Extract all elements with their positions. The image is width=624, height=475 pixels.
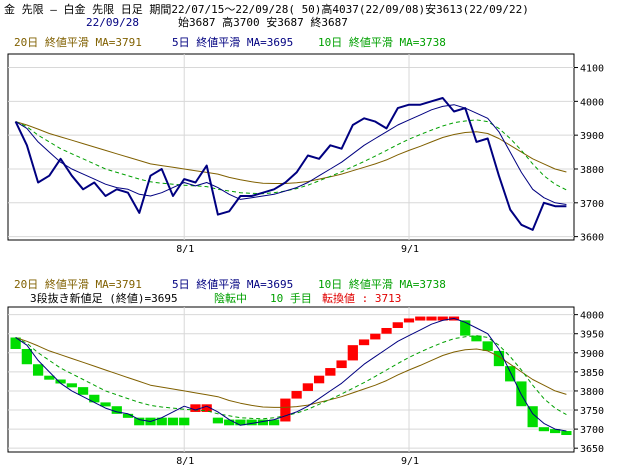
kagi-brick-up [291, 390, 302, 399]
kagi-y-tick-label: 3800 [580, 387, 604, 398]
legend-ma10: 10日 終値平滑 MA=3738 [318, 36, 446, 49]
kagi-brick-down [66, 383, 77, 388]
kagi-brick-down [100, 402, 111, 407]
kagi-ma5-line [15, 317, 567, 432]
price-ma20-line [15, 121, 567, 184]
kagi-brick-down [10, 337, 21, 349]
kagi-brick-down [167, 417, 179, 426]
kagi-brick-down [156, 417, 167, 426]
kagi-close-label: 3段抜き新値足 (終値)=3695 [30, 292, 178, 305]
kagi-brick-up [403, 318, 415, 323]
kagi-brick-down [246, 419, 257, 426]
kagi-y-tick-label: 3900 [580, 349, 604, 360]
kagi-panel: 3650 3700 3750 3800 3850 3900 3950 4000 8/1 9/1 [7, 306, 604, 467]
kagi-count: 10 手目 [270, 292, 312, 305]
kagi-brick-up [358, 339, 370, 346]
kagi-brick-up [370, 333, 381, 340]
kagi-brick-up [392, 322, 403, 328]
kagi-brick-up [415, 316, 426, 321]
chart-header-ohlc: 始3687 高3700 安3687 終3687 [178, 16, 348, 29]
kagi-brick-down [493, 350, 505, 367]
kagi-brick-down [179, 417, 190, 426]
kagi-y-tick-label: 3650 [580, 444, 604, 455]
price-ma5-line [15, 104, 567, 205]
kagi-brick-up [437, 316, 448, 321]
kagi-brick-down [77, 387, 89, 395]
kagi-x-tick-label: 8/1 [176, 456, 194, 467]
kagi-brick-down [460, 320, 471, 336]
kagi-brick-up [313, 375, 325, 384]
price-plot-frame [7, 53, 575, 241]
kagi-brick-down [55, 379, 66, 384]
price-y-tick-label: 4000 [580, 97, 604, 108]
kagi-brick-down [550, 429, 561, 434]
kagi-brick-down [32, 364, 44, 376]
kagi-y-tick-label: 3700 [580, 425, 604, 436]
kagi-reversal: 転換値 : 3713 [322, 292, 402, 305]
kagi-brick-up [336, 360, 347, 369]
kagi-brick-up [190, 404, 201, 412]
kagi-brick-up [201, 404, 212, 412]
kagi-brick-down [538, 427, 550, 432]
legend-ma20: 20日 終値平滑 MA=3791 [14, 36, 142, 49]
legend2-ma10: 10日 終値平滑 MA=3738 [318, 278, 446, 291]
kagi-brick-down [505, 366, 516, 382]
price-close-line [14, 97, 567, 231]
kagi-y-tick-label: 3750 [580, 406, 604, 417]
price-y-tick-label: 4100 [580, 64, 604, 75]
legend2-ma20: 20日 終値平滑 MA=3791 [14, 278, 142, 291]
kagi-brick-down [471, 335, 482, 342]
chart-header-title: 金 先限 – 白金 先限 日足 期間22/07/15〜22/09/28( 50)… [4, 3, 529, 16]
chart-header-date: 22/09/28 [86, 16, 139, 29]
price-y-tick-label: 3800 [580, 165, 604, 176]
price-panel: 3600 3700 3800 3900 4000 4100 8/1 9/1 [7, 53, 604, 255]
kagi-brick-down [224, 419, 235, 426]
kagi-brick-down [482, 341, 493, 351]
kagi-brick-down [212, 417, 224, 424]
kagi-brick-up [347, 345, 358, 361]
kagi-brick-down [235, 419, 246, 426]
kagi-brick-up [302, 383, 313, 391]
kagi-brick-down [111, 406, 122, 414]
kagi-state: 陰転中 [214, 292, 247, 305]
kagi-brick-up [280, 398, 291, 422]
kagi-y-tick-label: 3850 [580, 368, 604, 379]
legend2-ma5: 5日 終値平滑 MA=3695 [172, 278, 294, 291]
price-y-tick-label: 3600 [580, 233, 604, 244]
kagi-ma10-line [15, 335, 567, 420]
kagi-brick-up [381, 327, 392, 334]
kagi-brick-down [89, 394, 100, 403]
kagi-brick-down [257, 419, 269, 426]
price-x-tick-label: 9/1 [401, 244, 419, 255]
kagi-x-tick-label: 9/1 [401, 456, 419, 467]
kagi-y-tick-label: 4000 [580, 311, 604, 322]
legend-ma5: 5日 終値平滑 MA=3695 [172, 36, 294, 49]
price-y-tick-label: 3900 [580, 131, 604, 142]
kagi-brick-down [122, 413, 134, 418]
kagi-plot-frame [7, 306, 575, 453]
kagi-brick-down [527, 406, 538, 428]
kagi-brick-down [44, 375, 55, 380]
price-y-tick-label: 3700 [580, 199, 604, 210]
kagi-ma20-line [15, 337, 567, 408]
kagi-brick-down [21, 348, 32, 365]
kagi-brick-up [325, 368, 336, 376]
kagi-brick-down [134, 417, 145, 426]
kagi-brick-down [561, 431, 572, 436]
price-x-tick-label: 8/1 [176, 244, 194, 255]
kagi-brick-up [426, 316, 437, 321]
kagi-brick-down [269, 419, 280, 426]
kagi-y-tick-label: 3950 [580, 330, 604, 341]
